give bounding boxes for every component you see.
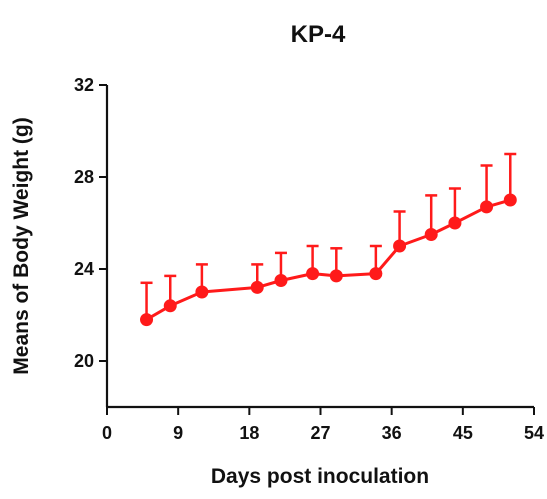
- y-axis-label: Means of Body Weight (g): [10, 117, 33, 374]
- y-tick-label: 24: [74, 259, 94, 279]
- x-tick-label: 45: [453, 423, 473, 443]
- y-tick-label: 32: [74, 75, 94, 95]
- data-point: [195, 285, 209, 299]
- data-point: [480, 200, 494, 214]
- x-axis-label: Days post inoculation: [211, 465, 429, 488]
- y-tick-label: 28: [74, 167, 94, 187]
- data-point: [369, 267, 383, 281]
- x-tick-label: 0: [102, 423, 112, 443]
- x-tick-label: 18: [239, 423, 259, 443]
- data-point: [163, 299, 177, 313]
- data-point: [329, 269, 343, 283]
- data-point: [274, 274, 288, 287]
- axes: [105, 85, 534, 409]
- data-point: [503, 193, 517, 207]
- data-point: [250, 280, 264, 294]
- data-point: [424, 228, 438, 241]
- data-point: [306, 267, 320, 281]
- x-tick-label: 54: [524, 423, 544, 443]
- data-point: [393, 239, 407, 253]
- chart-title: KP-4: [291, 21, 346, 48]
- data-points: [140, 193, 517, 327]
- y-tick-label: 20: [74, 351, 94, 371]
- error-bars: [140, 152, 517, 320]
- x-ticks: 0 9 18 27 36 45 54: [102, 407, 544, 443]
- x-tick-label: 9: [173, 423, 183, 443]
- data-point: [448, 216, 462, 230]
- y-ticks: 20 24 28 32: [74, 75, 107, 371]
- x-tick-label: 27: [310, 423, 330, 443]
- x-tick-label: 36: [382, 423, 402, 443]
- data-point: [140, 313, 154, 327]
